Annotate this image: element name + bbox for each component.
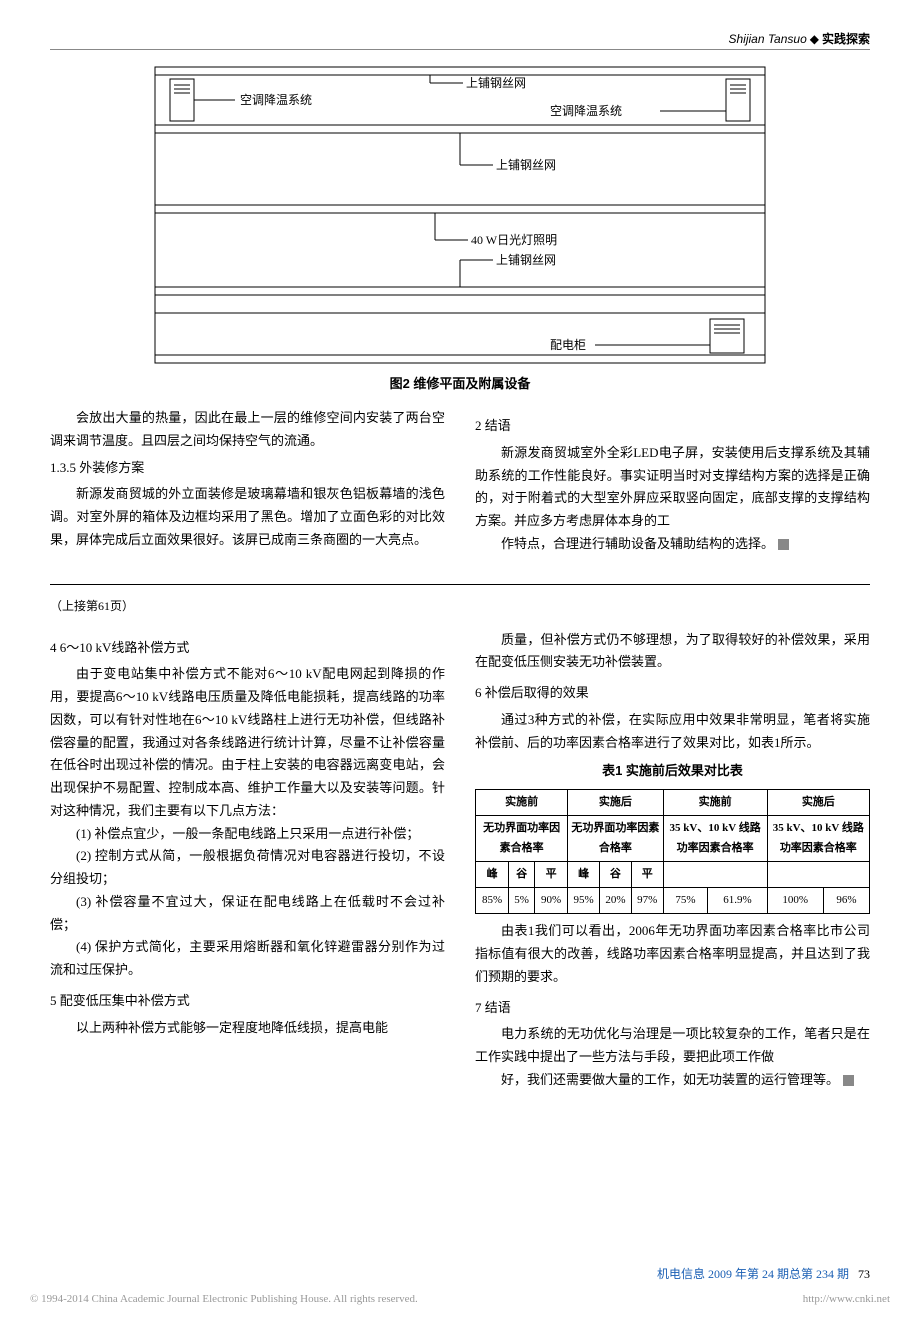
a2-r-h7: 7 结语 [475, 997, 870, 1020]
th: 无功界面功率因素合格率 [568, 816, 663, 862]
label-mesh-2: 上铺钢丝网 [496, 158, 556, 172]
header-cn: 实践探索 [822, 32, 870, 46]
a2-r-p1: 质量，但补偿方式仍不够理想，为了取得较好的补偿效果，采用在配变低压侧安装无功补偿… [475, 629, 870, 675]
th-empty [767, 861, 869, 887]
copyright-text: © 1994-2014 China Academic Journal Elect… [30, 1293, 418, 1305]
th-empty [663, 861, 767, 887]
a2-l-h5: 5 配变低压集中补偿方式 [50, 990, 445, 1013]
header-diamond: ◆ [810, 32, 819, 46]
th: 峰 [568, 861, 600, 887]
a1-l-p2: 新源发商贸城的外立面装修是玻璃幕墙和银灰色铝板幕墙的浅色调。对室外屏的箱体及边框… [50, 483, 445, 551]
a1-r-p1: 新源发商贸城室外全彩LED电子屏，安装使用后支撑系统及其辅助系统的工作性能良好。… [475, 442, 870, 533]
article-2-columns: 4 6～10 kV线路补偿方式 由于变电站集中补偿方式不能对6～10 kV配电网… [50, 629, 870, 1092]
td: 100% [767, 888, 823, 914]
th: 实施后 [767, 790, 869, 816]
article-1-columns: 会放出大量的热量，因此在最上一层的维修空间内安装了两台空调来调节温度。且四层之间… [50, 407, 870, 556]
header-underline [50, 49, 870, 50]
a2-r-p2: 通过3种方式的补偿，在实际应用中效果非常明显，笔者将实施补偿前、后的功率因素合格… [475, 709, 870, 755]
table-1: 实施前 实施后 实施前 实施后 无功界面功率因素合格率 无功界面功率因素合格率 … [475, 789, 870, 914]
td: 95% [568, 888, 600, 914]
continuation-note: （上接第61页） [50, 597, 870, 614]
a2-r-p5: 好，我们还需要做大量的工作，如无功装置的运行管理等。 [475, 1069, 870, 1092]
label-light: 40 W日光灯照明 [471, 233, 557, 247]
a2-l-p1: 由于变电站集中补偿方式不能对6～10 kV配电网起到降损的作用，要提高6～10 … [50, 663, 445, 822]
a1-r-p2: 作特点，合理进行辅助设备及辅助结构的选择。 [475, 533, 870, 556]
label-cabinet: 配电柜 [550, 338, 586, 352]
article-1-right: 2 结语 新源发商贸城室外全彩LED电子屏，安装使用后支撑系统及其辅助系统的工作… [475, 407, 870, 556]
th: 平 [535, 861, 568, 887]
footer-page: 73 [858, 1267, 870, 1281]
page-header: Shijian Tansuo ◆实践探索 [50, 30, 870, 50]
a1-l-subh: 1.3.5 外装修方案 [50, 457, 445, 480]
page-footer: 机电信息 2009 年第 24 期总第 234 期 73 [657, 1265, 870, 1282]
copyright-url: http://www.cnki.net [803, 1293, 890, 1305]
table-row: 峰 谷 平 峰 谷 平 [476, 861, 870, 887]
footer-journal: 机电信息 [657, 1267, 705, 1281]
label-mesh-1: 上铺钢丝网 [466, 76, 526, 90]
td: 61.9% [708, 888, 767, 914]
th: 谷 [600, 861, 632, 887]
table-row: 85% 5% 90% 95% 20% 97% 75% 61.9% 100% 96… [476, 888, 870, 914]
figure-2-caption: 图2 维修平面及附属设备 [150, 373, 770, 392]
a1-r-h: 2 结语 [475, 415, 870, 438]
article-1-left: 会放出大量的热量，因此在最上一层的维修空间内安装了两台空调来调节温度。且四层之间… [50, 407, 445, 556]
copyright-line: © 1994-2014 China Academic Journal Elect… [30, 1293, 890, 1305]
td: 5% [509, 888, 535, 914]
header-en: Shijian Tansuo [728, 32, 806, 46]
th: 实施前 [476, 790, 568, 816]
table-1-caption: 表1 实施前后效果对比表 [475, 760, 870, 783]
th: 峰 [476, 861, 509, 887]
a2-r-p3: 由表1我们可以看出，2006年无功界面功率因素合格率比市公司指标值有很大的改善，… [475, 920, 870, 988]
a2-l-h4: 4 6～10 kV线路补偿方式 [50, 637, 445, 660]
end-mark-icon [778, 539, 789, 550]
table-row: 无功界面功率因素合格率 无功界面功率因素合格率 35 kV、10 kV 线路功率… [476, 816, 870, 862]
th: 谷 [509, 861, 535, 887]
figure-2: 空调降温系统 上铺钢丝网 空调降温系统 上铺钢丝网 40 W日光灯照明 上铺钢丝… [150, 65, 770, 392]
td: 96% [823, 888, 869, 914]
td: 75% [663, 888, 708, 914]
th: 35 kV、10 kV 线路功率因素合格率 [663, 816, 767, 862]
a2-l-p2: 以上两种补偿方式能够一定程度地降低线损，提高电能 [50, 1017, 445, 1040]
th: 无功界面功率因素合格率 [476, 816, 568, 862]
table-row: 实施前 实施后 实施前 实施后 [476, 790, 870, 816]
label-ac-2: 空调降温系统 [550, 104, 622, 118]
td: 90% [535, 888, 568, 914]
diagram-svg: 空调降温系统 上铺钢丝网 空调降温系统 上铺钢丝网 40 W日光灯照明 上铺钢丝… [150, 65, 770, 365]
a1-l-p1: 会放出大量的热量，因此在最上一层的维修空间内安装了两台空调来调节温度。且四层之间… [50, 407, 445, 453]
label-ac-1: 空调降温系统 [240, 93, 312, 107]
end-mark-icon [843, 1075, 854, 1086]
footer-issue: 2009 年第 24 期总第 234 期 [708, 1267, 849, 1281]
article-2-left: 4 6～10 kV线路补偿方式 由于变电站集中补偿方式不能对6～10 kV配电网… [50, 629, 445, 1092]
article-divider [50, 584, 870, 585]
a2-l-li1: (1) 补偿点宜少，一般一条配电线路上只采用一点进行补偿； [50, 823, 445, 846]
th: 35 kV、10 kV 线路功率因素合格率 [767, 816, 869, 862]
a2-l-li4: (4) 保护方式简化，主要采用熔断器和氧化锌避雷器分别作为过流和过压保护。 [50, 936, 445, 982]
label-mesh-3: 上铺钢丝网 [496, 253, 556, 267]
th: 实施前 [663, 790, 767, 816]
td: 97% [631, 888, 663, 914]
td: 85% [476, 888, 509, 914]
a2-l-li3: (3) 补偿容量不宜过大，保证在配电线路上在低载时不会过补偿； [50, 891, 445, 937]
article-2-right: 质量，但补偿方式仍不够理想，为了取得较好的补偿效果，采用在配变低压侧安装无功补偿… [475, 629, 870, 1092]
a2-l-li2: (2) 控制方式从简，一般根据负荷情况对电容器进行投切，不设分组投切； [50, 845, 445, 891]
td: 20% [600, 888, 632, 914]
a2-r-p4: 电力系统的无功优化与治理是一项比较复杂的工作，笔者只是在工作实践中提出了一些方法… [475, 1023, 870, 1069]
th: 平 [631, 861, 663, 887]
th: 实施后 [568, 790, 663, 816]
a2-r-h6: 6 补偿后取得的效果 [475, 682, 870, 705]
